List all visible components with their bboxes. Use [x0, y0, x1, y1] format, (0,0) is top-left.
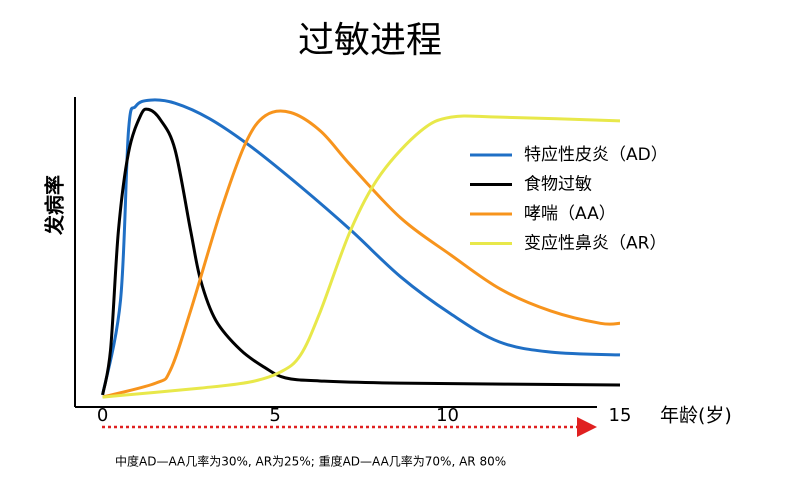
y-axis-label: 发病率: [43, 175, 67, 236]
legend-label: 特应性皮炎（AD）: [524, 145, 668, 165]
x-tick-label: 10: [436, 405, 459, 426]
x-tick-label: 15: [609, 405, 632, 426]
chart-title: 过敏进程: [298, 20, 442, 61]
x-tick-label: 0: [97, 405, 108, 426]
legend-label: 食物过敏: [524, 175, 592, 195]
x-tick-label: 5: [269, 405, 280, 426]
series-line: [102, 114, 621, 399]
legend-label: 变应性鼻炎（AR）: [524, 234, 666, 254]
series-line: [101, 107, 621, 396]
x-axis-label: 年龄(岁): [660, 405, 732, 427]
series-line: [102, 109, 621, 399]
note: 中度AD—AA几率为30%, AR为25%; 重度AD—AA几率为70%, AR…: [115, 454, 506, 469]
legend-label: 哮喘（AA）: [524, 204, 616, 224]
